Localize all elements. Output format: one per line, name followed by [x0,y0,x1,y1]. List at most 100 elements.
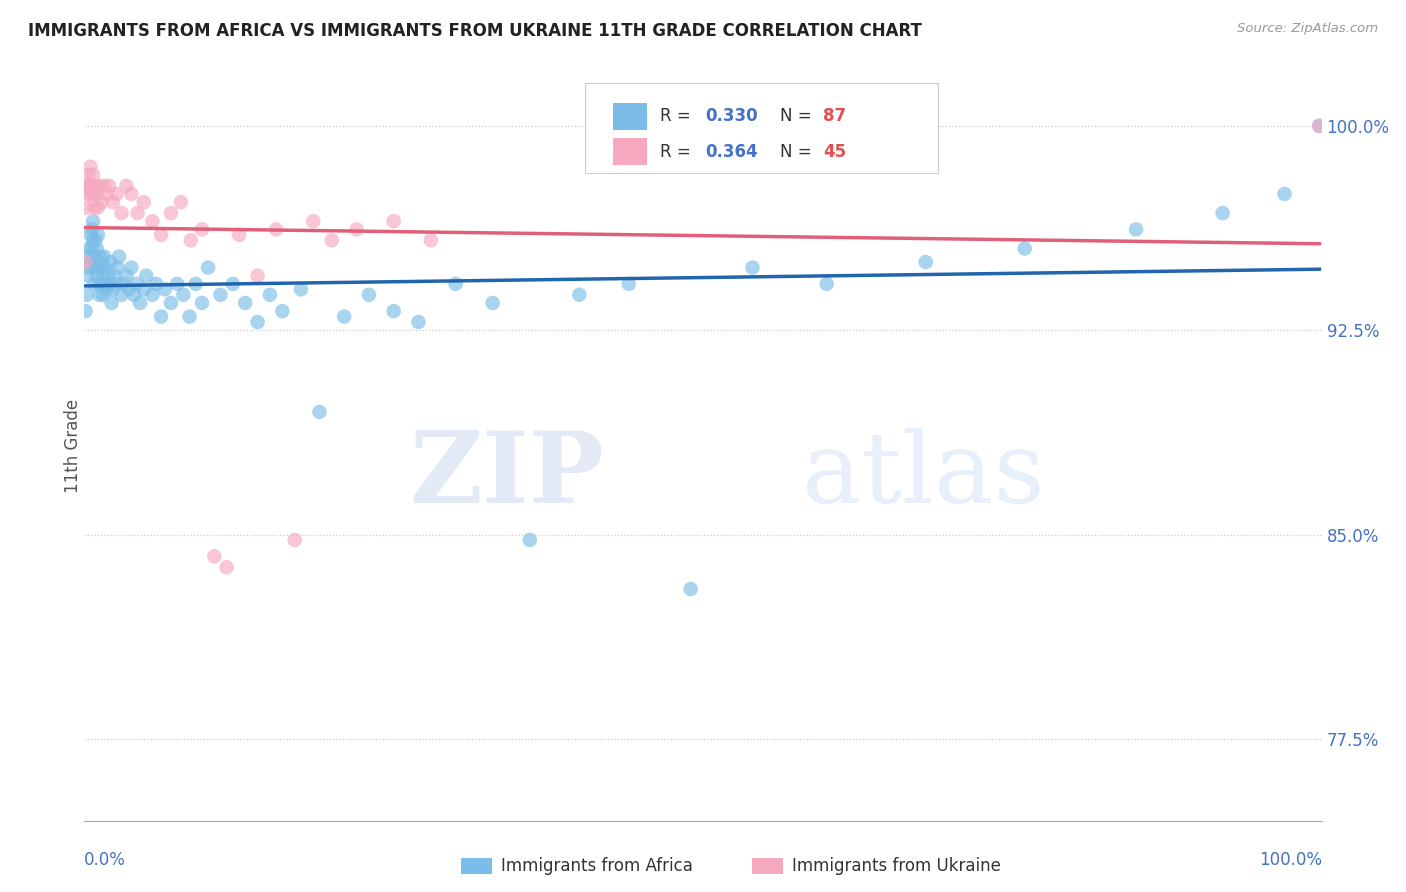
Text: 100.0%: 100.0% [1258,851,1322,869]
Text: 0.330: 0.330 [706,107,758,125]
Point [83,277,105,291]
Point [129,296,152,310]
Point [141,214,163,228]
Point [87,201,110,215]
Point [170,195,193,210]
Point [118,282,141,296]
Point [98,255,121,269]
Point [77,268,100,283]
Point [246,315,269,329]
Point [132,195,155,210]
Point [84,260,107,275]
Point [209,287,232,301]
Point [89,277,111,291]
Point [1308,119,1330,133]
Point [96,282,118,296]
Text: 0.0%: 0.0% [84,851,127,869]
Text: IMMIGRANTS FROM AFRICA VS IMMIGRANTS FROM UKRAINE 11TH GRADE CORRELATION CHART: IMMIGRANTS FROM AFRICA VS IMMIGRANTS FRO… [28,22,922,40]
Point [150,310,173,324]
Point [815,277,838,291]
Point [222,277,245,291]
Point [444,277,467,291]
Point [153,282,176,296]
Point [419,233,441,247]
Text: 0.364: 0.364 [706,143,758,161]
Point [215,560,238,574]
Point [101,195,124,210]
Point [103,268,125,283]
Point [77,186,100,201]
Point [259,287,281,301]
Point [1308,119,1330,133]
Point [110,287,132,301]
Point [76,201,98,215]
Point [101,282,124,296]
Point [77,250,100,264]
Point [91,287,114,301]
Bar [613,138,647,165]
Point [145,277,167,291]
Point [104,277,127,291]
Point [112,277,135,291]
Point [82,168,104,182]
Text: ZIP: ZIP [409,427,605,524]
Point [82,233,104,247]
Text: Immigrants from Africa: Immigrants from Africa [501,857,692,875]
Point [127,206,149,220]
Point [1125,222,1147,236]
Point [83,250,105,264]
Point [191,222,214,236]
Point [105,186,128,201]
Point [321,233,343,247]
Point [93,178,115,193]
Point [135,268,157,283]
Point [107,260,129,275]
Y-axis label: 11th Grade: 11th Grade [65,399,82,493]
Point [82,214,104,228]
Point [679,582,702,596]
Text: Immigrants from Ukraine: Immigrants from Ukraine [792,857,1001,875]
Point [741,260,763,275]
Point [84,233,107,247]
Point [160,206,183,220]
Point [172,287,194,301]
Point [80,242,103,256]
Point [98,178,121,193]
Point [264,222,287,236]
Point [89,287,111,301]
FancyBboxPatch shape [585,83,938,172]
Point [141,287,163,301]
Point [481,296,503,310]
Point [83,201,105,215]
Point [93,250,115,264]
Point [382,214,405,228]
Point [76,178,98,193]
Point [333,310,356,324]
Point [179,310,201,324]
Point [120,260,142,275]
Text: R =: R = [659,143,696,161]
Point [110,206,132,220]
Point [233,296,256,310]
Point [108,250,131,264]
Point [91,268,114,283]
Point [115,178,138,193]
Text: 87: 87 [823,107,846,125]
Point [166,277,188,291]
Point [79,260,101,275]
Point [90,260,112,275]
Point [79,255,101,269]
Point [79,160,101,174]
Point [202,549,225,564]
Text: N =: N = [780,107,817,125]
Point [76,287,98,301]
Point [1212,206,1234,220]
Point [160,296,183,310]
Text: atlas: atlas [801,428,1045,524]
Point [290,282,312,296]
Point [519,533,541,547]
Point [302,214,325,228]
Text: R =: R = [659,107,696,125]
Point [93,277,115,291]
Point [82,186,104,201]
